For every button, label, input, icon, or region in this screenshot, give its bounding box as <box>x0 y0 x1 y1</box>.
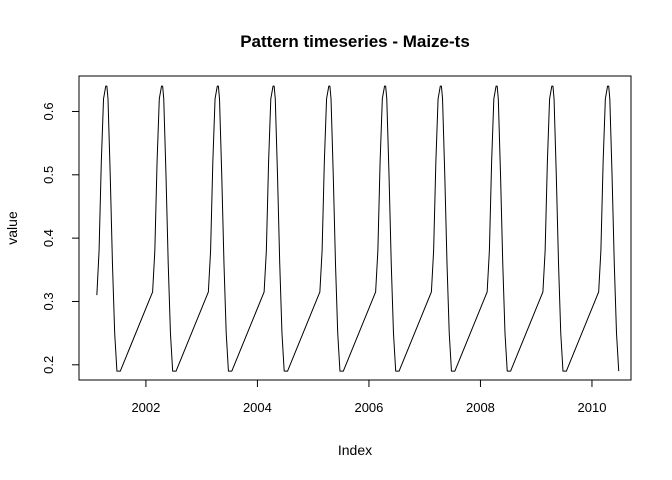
x-tick-label: 2002 <box>131 400 160 415</box>
y-tick-label: 0.4 <box>41 229 56 247</box>
y-tick-label: 0.3 <box>41 292 56 310</box>
series-group <box>96 85 620 372</box>
x-tick-label: 2006 <box>354 400 383 415</box>
chart-title: Pattern timeseries - Maize-ts <box>240 32 470 51</box>
x-axis: 2002 2004 2006 2008 2010 <box>131 379 607 415</box>
x-tick-label: 2010 <box>578 400 607 415</box>
x-tick-label: 2008 <box>466 400 495 415</box>
series-line <box>96 85 620 372</box>
plot-frame <box>78 75 632 381</box>
y-axis-label: value <box>4 211 20 245</box>
y-tick-label: 0.5 <box>41 166 56 184</box>
x-tick-label: 2004 <box>243 400 272 415</box>
y-tick-label: 0.6 <box>41 102 56 120</box>
x-axis-label: Index <box>338 442 372 458</box>
y-tick-label: 0.2 <box>41 356 56 374</box>
y-axis: 0.2 0.3 0.4 0.5 0.6 <box>41 102 80 374</box>
